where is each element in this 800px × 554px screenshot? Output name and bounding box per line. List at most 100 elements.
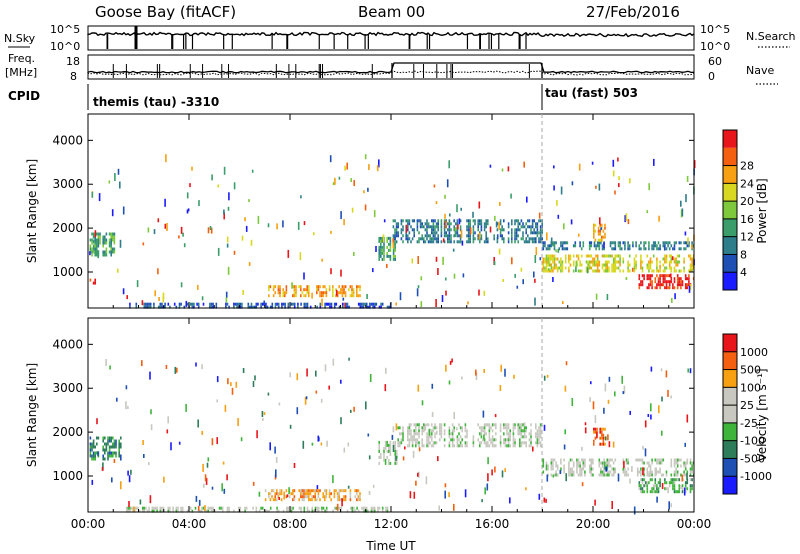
heatmap-cell xyxy=(298,285,300,289)
heatmap-cell xyxy=(448,426,451,430)
heatmap-cell xyxy=(94,250,96,254)
heatmap-cell xyxy=(548,260,551,264)
heatmap-cell xyxy=(320,442,323,446)
heatmap-cell xyxy=(275,469,277,478)
heatmap-cell xyxy=(299,252,302,261)
heatmap-cell xyxy=(539,257,542,261)
heatmap-cell xyxy=(667,286,669,290)
heatmap-cell xyxy=(601,464,604,468)
heatmap-cell xyxy=(691,470,693,474)
heatmap-cell xyxy=(572,260,575,264)
heatmap-cell xyxy=(593,244,596,248)
heatmap-cell xyxy=(588,458,591,462)
heatmap-cell xyxy=(165,154,167,163)
heatmap-cell xyxy=(150,409,152,415)
heatmap-cell xyxy=(334,177,336,185)
heatmap-cell xyxy=(538,240,540,244)
heatmap-cell xyxy=(440,435,443,439)
heatmap-cell xyxy=(372,302,374,306)
heatmap-cell xyxy=(304,492,307,496)
heatmap-cell xyxy=(304,396,307,405)
heatmap-cell xyxy=(550,266,553,270)
heatmap-cell xyxy=(480,228,483,232)
heatmap-cell xyxy=(402,225,404,229)
heatmap-cell xyxy=(116,397,118,402)
heatmap-cell xyxy=(305,302,307,306)
heatmap-cell xyxy=(483,434,485,440)
heatmap-cell xyxy=(522,429,524,433)
heatmap-cell xyxy=(223,209,225,215)
heatmap-cell xyxy=(533,271,535,278)
heatmap-cell xyxy=(588,247,591,251)
heatmap-cell xyxy=(603,242,605,249)
heatmap-cell xyxy=(300,195,302,199)
heatmap-cell xyxy=(453,225,455,229)
heatmap-cell xyxy=(519,432,521,436)
heatmap-cell xyxy=(394,446,396,450)
heatmap-cell xyxy=(478,201,481,209)
heatmap-cell xyxy=(429,435,431,439)
heatmap-cell xyxy=(153,506,155,510)
heatmap-cell xyxy=(305,305,307,309)
heatmap-cell xyxy=(142,242,145,246)
heatmap-cell xyxy=(661,430,663,436)
heatmap-cell xyxy=(397,441,399,445)
heatmap-cell xyxy=(689,484,692,488)
heatmap-cell xyxy=(667,241,669,245)
heatmap-cell xyxy=(316,485,319,490)
heatmap-cell xyxy=(212,305,214,309)
heatmap-cell xyxy=(662,269,665,273)
heatmap-cell xyxy=(544,266,546,270)
heatmap-cell xyxy=(418,423,420,427)
heatmap-cell xyxy=(115,439,117,443)
heatmap-cell xyxy=(102,454,104,458)
heatmap-cell xyxy=(312,495,315,499)
heatmap-cell xyxy=(683,257,685,261)
heatmap-cell xyxy=(110,451,112,455)
heatmap-cell xyxy=(495,221,498,228)
heatmap-cell xyxy=(395,240,398,244)
heatmap-cell xyxy=(504,368,506,377)
heatmap-cell xyxy=(110,235,112,239)
heatmap-cell xyxy=(670,257,673,261)
heatmap-cell xyxy=(431,240,433,244)
heatmap-cell xyxy=(143,454,145,458)
heatmap-cell xyxy=(670,273,672,278)
heatmap-cell xyxy=(423,237,425,241)
heatmap-cell xyxy=(113,459,116,463)
heatmap-cell xyxy=(523,225,526,229)
heatmap-cell xyxy=(120,442,122,446)
heatmap-cell xyxy=(579,241,581,245)
heatmap-cell xyxy=(306,285,308,289)
heatmap-cell xyxy=(668,241,671,245)
heatmap-cell xyxy=(378,159,380,168)
heatmap-cell xyxy=(112,247,114,251)
heatmap-cell xyxy=(104,448,106,452)
heatmap-cell xyxy=(421,438,423,442)
heatmap-cell xyxy=(658,405,660,414)
heatmap-cell xyxy=(91,191,94,198)
heatmap-cell xyxy=(352,291,355,295)
heatmap-cell xyxy=(394,237,396,241)
heatmap-cell xyxy=(485,441,487,445)
heatmap-cell xyxy=(608,470,610,474)
heatmap-cell xyxy=(474,231,476,235)
heatmap-cell xyxy=(373,302,376,306)
heatmap-cell xyxy=(419,222,422,226)
heatmap-cell xyxy=(417,472,419,477)
heatmap-cell xyxy=(527,234,529,238)
heatmap-cell xyxy=(437,234,439,238)
heatmap-cell xyxy=(416,288,419,297)
freq-panel xyxy=(87,54,695,80)
heatmap-cell xyxy=(288,495,291,499)
heatmap-cell xyxy=(498,248,501,255)
heatmap-cell xyxy=(572,244,575,248)
heatmap-cell xyxy=(523,422,526,427)
heatmap-cell xyxy=(683,461,685,465)
heatmap-cell xyxy=(539,228,542,232)
x-axis-label: Time UT xyxy=(365,539,416,553)
heatmap-cell xyxy=(499,222,502,226)
heatmap-cell xyxy=(415,444,417,448)
heatmap-cell xyxy=(91,442,93,446)
heatmap-cell xyxy=(517,225,519,229)
